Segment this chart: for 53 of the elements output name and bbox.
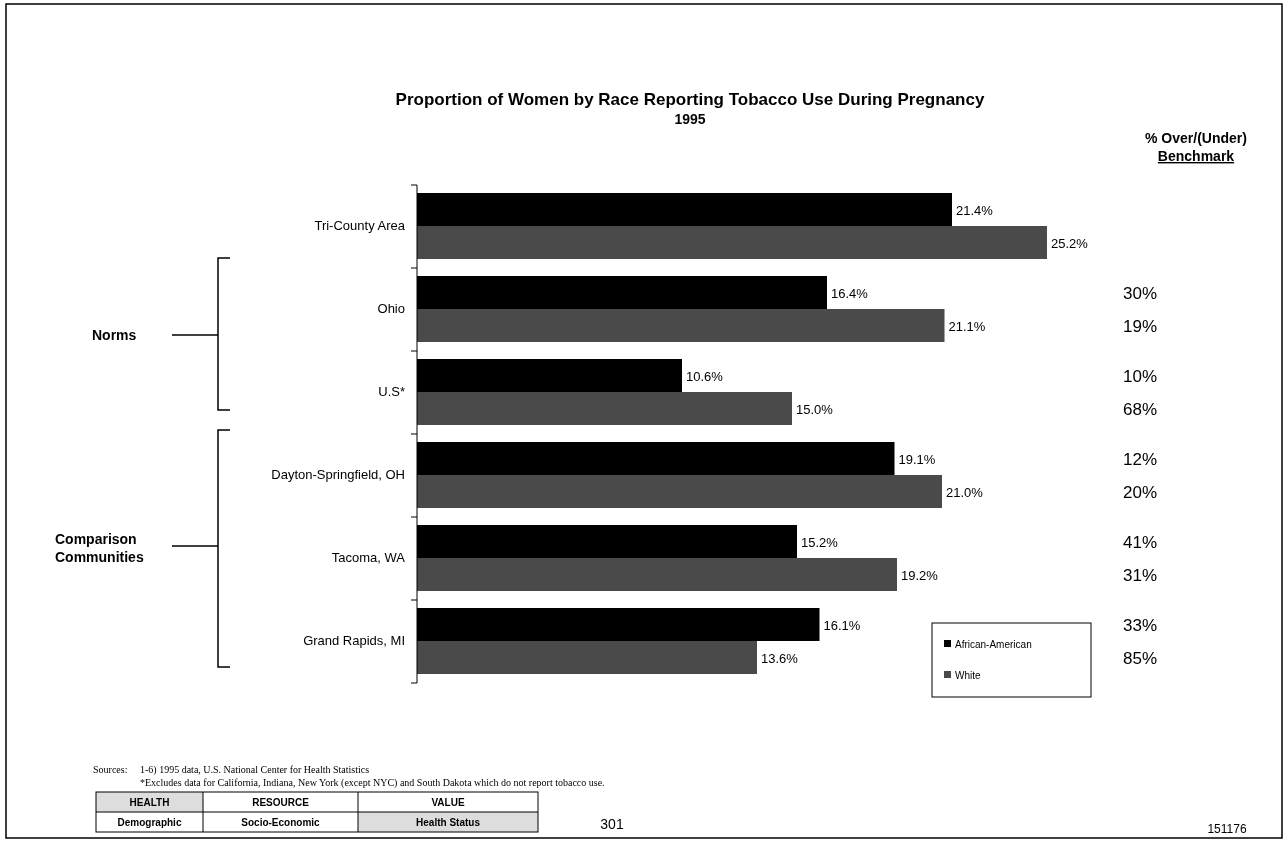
text: 68% bbox=[1122, 399, 1158, 419]
bar bbox=[417, 226, 1047, 259]
text: 31% bbox=[1122, 565, 1158, 585]
text: 85% bbox=[1122, 648, 1158, 668]
y-tick-label: Dayton-Springfield, OH bbox=[271, 467, 405, 482]
text: Demographic bbox=[117, 817, 182, 828]
data-label: 21.4% bbox=[956, 202, 994, 218]
text: 19% bbox=[1122, 316, 1158, 336]
text: 151176 bbox=[1207, 822, 1247, 836]
text: 33% bbox=[1122, 615, 1158, 635]
data-label: 19.2% bbox=[901, 567, 939, 583]
text: 20% bbox=[1122, 482, 1158, 502]
bar bbox=[417, 475, 942, 508]
y-tick-label: Grand Rapids, MI bbox=[303, 633, 405, 648]
chart-subtitle: 1995 bbox=[674, 111, 706, 127]
text: Benchmark bbox=[1157, 148, 1235, 164]
data-label: 21.1% bbox=[948, 318, 986, 334]
y-tick-label: U.S* bbox=[378, 384, 405, 399]
bar bbox=[417, 309, 945, 342]
text: 30% bbox=[1122, 283, 1158, 303]
text: RESOURCE bbox=[252, 797, 310, 808]
text: 301 bbox=[600, 816, 624, 832]
bar bbox=[417, 392, 792, 425]
text: Norms bbox=[92, 327, 137, 343]
text: 10% bbox=[1122, 366, 1158, 386]
text: Health Status bbox=[416, 817, 481, 828]
data-label: 15.2% bbox=[801, 534, 839, 550]
data-label: 19.1% bbox=[898, 451, 936, 467]
data-label: 21.0% bbox=[946, 484, 984, 500]
y-tick-label: Tri-County Area bbox=[314, 218, 406, 233]
text: % Over/(Under) bbox=[1145, 130, 1247, 146]
y-tick-label: Ohio bbox=[377, 301, 405, 316]
data-label: 13.6% bbox=[761, 650, 799, 666]
data-label: 10.6% bbox=[686, 368, 724, 384]
text: 41% bbox=[1122, 532, 1158, 552]
chart-title: Proportion of Women by Race Reporting Tobacco Use During Pregnancy bbox=[395, 90, 985, 109]
text: Socio-Economic bbox=[241, 817, 321, 828]
data-label: 25.2% bbox=[1051, 235, 1089, 251]
text: VALUE bbox=[431, 797, 465, 808]
text: 1-6) 1995 data, U.S. National Center for Health Statistics bbox=[140, 764, 370, 776]
text: *Excludes data for California, Indiana, New York (except NYC) and South Dakota which do not report tobacco use. bbox=[140, 777, 605, 789]
source-note: Sources: bbox=[93, 764, 128, 775]
legend-label: White bbox=[955, 670, 981, 681]
legend-label: African-American bbox=[955, 639, 1032, 650]
data-label: 15.0% bbox=[796, 401, 834, 417]
bar bbox=[417, 641, 757, 674]
text: HEALTH bbox=[129, 797, 170, 808]
text: 12% bbox=[1122, 449, 1158, 469]
y-tick-label: Tacoma, WA bbox=[331, 550, 406, 565]
text: Comparison Communities bbox=[55, 531, 144, 565]
bar bbox=[417, 558, 897, 591]
data-label: 16.1% bbox=[823, 617, 861, 633]
data-label: 16.4% bbox=[831, 285, 869, 301]
